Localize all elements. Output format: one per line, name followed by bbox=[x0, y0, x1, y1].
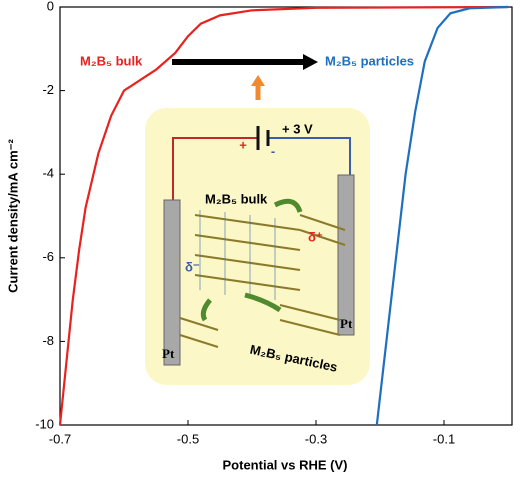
y-tick-label: -6 bbox=[42, 249, 54, 264]
delta-plus: δ⁺ bbox=[308, 229, 323, 244]
bulk-label: M₂B₅ bulk bbox=[80, 53, 143, 68]
pt-label: Pt bbox=[340, 316, 353, 331]
crystal bbox=[179, 214, 346, 348]
y-tick-label: -10 bbox=[35, 416, 54, 431]
electrode bbox=[163, 199, 181, 366]
inset: + 3 V + - M₂B₅ bulk M₂B₅ particles δ⁻ δ⁺… bbox=[145, 108, 370, 385]
x-axis-label: Potential vs RHE (V) bbox=[223, 457, 348, 472]
green-arrow bbox=[273, 198, 303, 213]
line bbox=[58, 5, 509, 426]
x-tick-label: -0.1 bbox=[433, 431, 455, 446]
y-tick-label: -4 bbox=[42, 166, 54, 181]
line bbox=[375, 5, 509, 426]
x-tick-label: -0.3 bbox=[305, 431, 327, 446]
wire bbox=[268, 137, 351, 180]
delta-minus: δ⁻ bbox=[185, 259, 200, 274]
electrode bbox=[337, 174, 355, 336]
green-arrow bbox=[244, 292, 282, 313]
y-axis-label: Current density/mA cm⁻² bbox=[5, 138, 20, 292]
x-tick-label: -0.7 bbox=[49, 431, 71, 446]
crystal-lattice bbox=[199, 210, 276, 300]
minus-sign: - bbox=[271, 143, 275, 158]
y-tick-label: -8 bbox=[42, 333, 54, 348]
voltage-label: + 3 V bbox=[282, 121, 313, 136]
y-tick-label: 0 bbox=[47, 0, 54, 13]
plot-frame bbox=[59, 6, 513, 426]
plus-sign: + bbox=[239, 137, 247, 152]
y-tick-label: -2 bbox=[42, 82, 54, 97]
green-arrow bbox=[200, 298, 212, 322]
pt-label: Pt bbox=[162, 346, 175, 361]
x-tick-label: -0.5 bbox=[177, 431, 199, 446]
arrow-head bbox=[303, 54, 318, 70]
particles-label: M₂B₅ particles bbox=[325, 53, 414, 68]
orange-arrow-head bbox=[251, 75, 265, 86]
inset-bulk-label: M₂B₅ bulk bbox=[205, 191, 268, 206]
